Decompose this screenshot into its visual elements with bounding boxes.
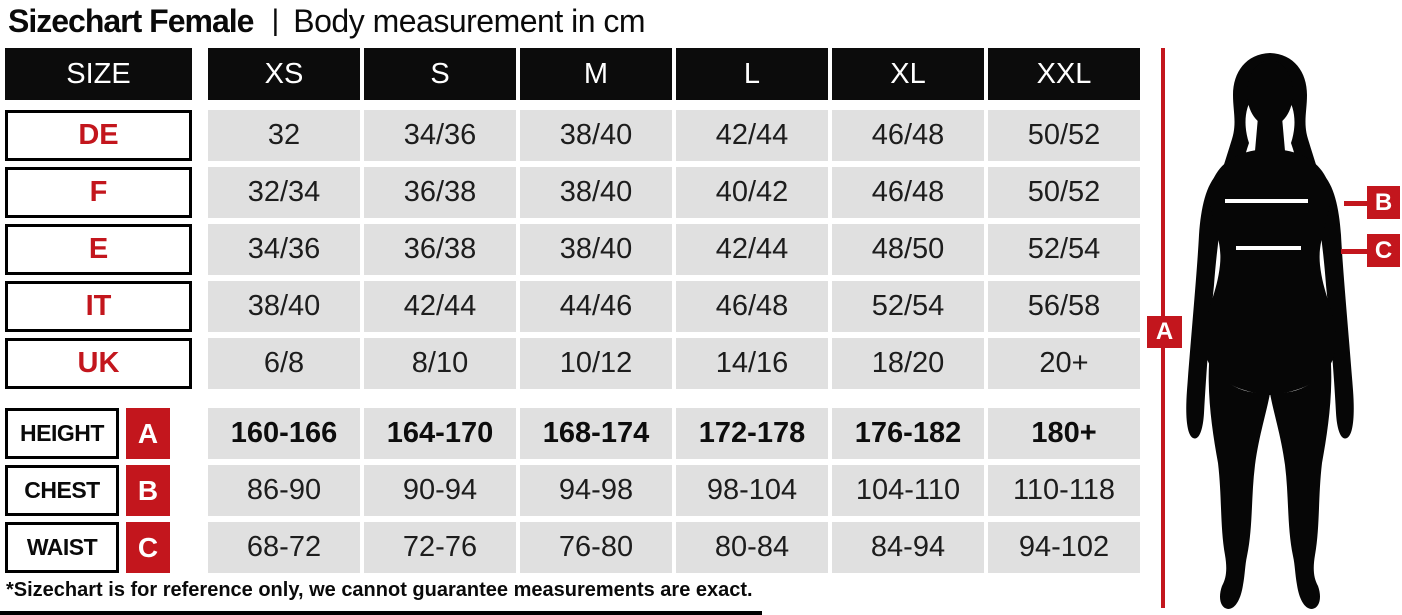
column-header-xxl: XXL (988, 48, 1140, 100)
footnote: *Sizechart is for reference only, we can… (6, 579, 753, 601)
table-row-waist: WAIST C 68-72 72-76 76-80 80-84 84-94 94… (5, 522, 1140, 573)
table-header-row: SIZE XS S M L XL XXL (5, 48, 1140, 100)
table-row-height: HEIGHT A 160-166 164-170 168-174 172-178… (5, 408, 1140, 459)
table-cell: 94-102 (988, 522, 1140, 573)
table-cell: 160-166 (208, 408, 360, 459)
marker-badge-a: A (126, 408, 170, 459)
column-header-l: L (676, 48, 828, 100)
table-cell: 46/48 (832, 110, 984, 161)
table-cell: 98-104 (676, 465, 828, 516)
table-cell: 164-170 (364, 408, 516, 459)
table-cell: 76-80 (520, 522, 672, 573)
row-label-de: DE (5, 110, 192, 161)
table-cell: 180+ (988, 408, 1140, 459)
table-cell: 46/48 (676, 281, 828, 332)
title-subtitle: Body measurement in cm (293, 2, 646, 39)
table-cell: 20+ (988, 338, 1140, 389)
table-cell: 44/46 (520, 281, 672, 332)
column-header-xs: XS (208, 48, 360, 100)
waist-line (1236, 246, 1301, 250)
row-label-waist: WAIST (5, 522, 119, 573)
table-cell: 80-84 (676, 522, 828, 573)
table-cell: 84-94 (832, 522, 984, 573)
table-row-uk: UK 6/8 8/10 10/12 14/16 18/20 20+ (5, 338, 1140, 389)
table-cell: 86-90 (208, 465, 360, 516)
row-label-uk: UK (5, 338, 192, 389)
table-cell: 32/34 (208, 167, 360, 218)
marker-badge-b: B (126, 465, 170, 516)
table-cell: 94-98 (520, 465, 672, 516)
bottom-divider-bar (0, 611, 762, 615)
row-label-height: HEIGHT (5, 408, 119, 459)
table-row-chest: CHEST B 86-90 90-94 94-98 98-104 104-110… (5, 465, 1140, 516)
waist-connector-line (1341, 249, 1368, 254)
table-cell: 104-110 (832, 465, 984, 516)
table-cell: 40/42 (676, 167, 828, 218)
table-cell: 38/40 (208, 281, 360, 332)
figure-marker-c: C (1367, 234, 1400, 267)
table-cell: 32 (208, 110, 360, 161)
table-cell: 56/58 (988, 281, 1140, 332)
table-cell: 50/52 (988, 167, 1140, 218)
table-row-de: DE 32 34/36 38/40 42/44 46/48 50/52 (5, 110, 1140, 161)
table-cell: 18/20 (832, 338, 984, 389)
table-cell: 48/50 (832, 224, 984, 275)
table-cell: 38/40 (520, 224, 672, 275)
table-cell: 36/38 (364, 167, 516, 218)
table-cell: 14/16 (676, 338, 828, 389)
table-cell: 90-94 (364, 465, 516, 516)
column-header-xl: XL (832, 48, 984, 100)
table-cell: 38/40 (520, 167, 672, 218)
table-row-e: E 34/36 36/38 38/40 42/44 48/50 52/54 (5, 224, 1140, 275)
table-cell: 172-178 (676, 408, 828, 459)
table-cell: 72-76 (364, 522, 516, 573)
row-label-chest: CHEST (5, 465, 119, 516)
figure-marker-a: A (1147, 316, 1182, 348)
figure-marker-b: B (1367, 186, 1400, 219)
page-title: Sizechart Female | Body measurement in c… (8, 0, 646, 42)
body-measurement-figure: A B C (1140, 45, 1402, 615)
table-cell: 8/10 (364, 338, 516, 389)
table-cell: 52/54 (988, 224, 1140, 275)
table-cell: 110-118 (988, 465, 1140, 516)
table-cell: 34/36 (364, 110, 516, 161)
row-label-it: IT (5, 281, 192, 332)
chest-line (1225, 199, 1308, 203)
table-cell: 176-182 (832, 408, 984, 459)
title-main: Sizechart Female (8, 2, 254, 39)
table-row-f: F 32/34 36/38 38/40 40/42 46/48 50/52 (5, 167, 1140, 218)
column-header-s: S (364, 48, 516, 100)
table-cell: 52/54 (832, 281, 984, 332)
row-label-f: F (5, 167, 192, 218)
column-header-m: M (520, 48, 672, 100)
chest-connector-line (1344, 201, 1368, 206)
table-cell: 68-72 (208, 522, 360, 573)
title-separator: | (271, 4, 280, 37)
table-cell: 6/8 (208, 338, 360, 389)
table-row-it: IT 38/40 42/44 44/46 46/48 52/54 56/58 (5, 281, 1140, 332)
marker-badge-c: C (126, 522, 170, 573)
table-cell: 42/44 (676, 224, 828, 275)
female-silhouette-icon (1186, 53, 1354, 609)
table-cell: 42/44 (676, 110, 828, 161)
table-cell: 34/36 (208, 224, 360, 275)
table-cell: 50/52 (988, 110, 1140, 161)
table-cell: 38/40 (520, 110, 672, 161)
row-label-e: E (5, 224, 192, 275)
table-cell: 10/12 (520, 338, 672, 389)
table-cell: 168-174 (520, 408, 672, 459)
table-cell: 42/44 (364, 281, 516, 332)
size-header-cell: SIZE (5, 48, 192, 100)
table-cell: 46/48 (832, 167, 984, 218)
table-cell: 36/38 (364, 224, 516, 275)
